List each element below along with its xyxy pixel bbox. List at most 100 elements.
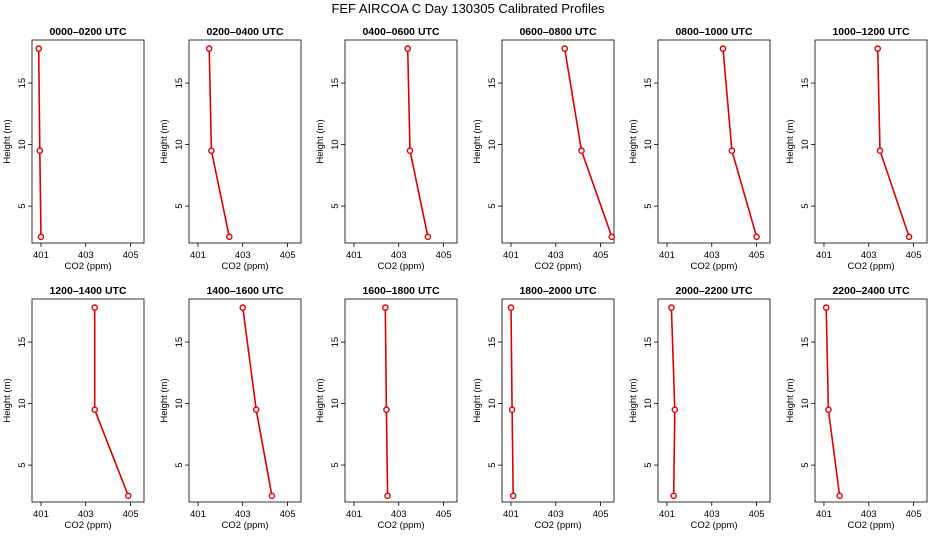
panel-7: 1400–1600 UTC 401 403 405 5 10 15 CO2 (ppm) Heig… [159, 285, 302, 531]
data-point [239, 304, 247, 311]
y-tick-label: 10 [330, 398, 341, 409]
x-tick-label: 401 [190, 250, 206, 261]
x-tick-label: 405 [749, 509, 765, 520]
data-point [728, 147, 736, 155]
y-tick-label: 15 [643, 337, 654, 348]
profile-line [510, 307, 514, 496]
panel-title: 2000–2200 UTC [675, 285, 752, 297]
data-point [561, 45, 569, 52]
y-axis-label: Height (m) [315, 378, 326, 422]
y-axis-label: Height (m) [472, 119, 483, 163]
panel-title: 0400–0600 UTC [362, 26, 439, 38]
x-axis-label: CO2 (ppm) [378, 261, 425, 272]
panel-8: 1600–1800 UTC 401 403 405 5 10 15 CO2 (ppm) Heig… [315, 285, 458, 531]
panel-title: 2200–2400 UTC [832, 285, 909, 297]
y-axis-label: Height (m) [2, 378, 13, 422]
data-point [37, 233, 45, 241]
data-point [836, 492, 843, 500]
x-axis-label: CO2 (ppm) [535, 520, 582, 531]
data-point [406, 147, 414, 155]
x-tick-label: 405 [593, 509, 609, 520]
plot-frame [814, 298, 928, 503]
data-point [670, 492, 677, 500]
panels-grid: 0000–0200 UTC 401 403 405 5 10 15 CO2 (ppm) Heig… [2, 26, 928, 531]
profile-line [722, 48, 758, 238]
x-tick-label: 401 [659, 509, 675, 520]
y-tick-label: 5 [643, 203, 654, 208]
panel-1: 0200–0400 UTC 401 403 405 5 10 15 CO2 (ppm) Heig… [159, 26, 302, 272]
y-tick-label: 15 [487, 78, 498, 89]
x-tick-label: 403 [78, 509, 94, 520]
profile-line [406, 48, 429, 237]
y-tick-label: 10 [643, 398, 654, 409]
data-point [668, 304, 675, 311]
panel-title: 1800–2000 UTC [519, 285, 596, 297]
y-tick-label: 15 [17, 78, 28, 89]
x-tick-label: 401 [33, 250, 49, 261]
data-point [268, 492, 276, 500]
x-tick-label: 405 [436, 250, 452, 261]
x-tick-label: 403 [235, 509, 251, 520]
panel-2: 0400–0600 UTC 401 403 405 5 10 15 CO2 (ppm) Heig… [315, 26, 458, 272]
y-tick-label: 5 [800, 462, 811, 467]
x-tick-label: 401 [346, 250, 362, 261]
x-tick-label: 403 [861, 250, 877, 261]
data-point [608, 233, 616, 241]
x-tick-label: 401 [190, 509, 206, 520]
y-tick-label: 15 [174, 337, 185, 348]
panel-5: 1000–1200 UTC 401 403 405 5 10 15 CO2 (ppm) Heig… [785, 26, 928, 272]
y-tick-label: 15 [17, 337, 28, 348]
panel-title: 0800–1000 UTC [675, 26, 752, 38]
y-axis-label: Height (m) [472, 378, 483, 422]
y-tick-label: 10 [487, 398, 498, 409]
y-tick-label: 5 [17, 203, 28, 208]
data-point [753, 233, 760, 241]
y-tick-label: 10 [487, 139, 498, 150]
x-tick-label: 401 [816, 509, 832, 520]
y-tick-label: 15 [487, 337, 498, 348]
y-axis-label: Height (m) [2, 119, 13, 163]
x-tick-label: 401 [503, 250, 519, 261]
y-tick-label: 10 [17, 398, 28, 409]
profile-line [208, 48, 231, 237]
y-tick-label: 5 [174, 203, 185, 208]
y-tick-label: 5 [800, 203, 811, 208]
figure-title: FEF AIRCOA C Day 130305 Calibrated Profi… [331, 1, 605, 16]
x-tick-label: 405 [906, 250, 922, 261]
x-tick-label: 403 [391, 509, 407, 520]
x-tick-label: 401 [346, 509, 362, 520]
data-point [382, 304, 389, 311]
y-axis-label: Height (m) [628, 378, 639, 422]
y-tick-label: 10 [174, 398, 185, 409]
data-point [226, 233, 233, 241]
plot-frame [344, 298, 458, 503]
data-point [507, 304, 515, 311]
y-tick-label: 15 [800, 337, 811, 348]
y-tick-label: 15 [174, 78, 185, 89]
profile-line [93, 307, 130, 497]
y-axis-label: Height (m) [159, 119, 170, 163]
x-tick-label: 405 [123, 250, 139, 261]
data-point [424, 233, 432, 241]
y-tick-label: 10 [17, 139, 28, 150]
x-axis-label: CO2 (ppm) [848, 261, 895, 272]
x-axis-label: CO2 (ppm) [65, 520, 112, 531]
panel-4: 0800–1000 UTC 401 403 405 5 10 15 CO2 (ppm) Heig… [628, 26, 771, 272]
panel-title: 1600–1800 UTC [362, 285, 439, 297]
data-point [719, 45, 727, 52]
panel-title: 1400–1600 UTC [206, 285, 283, 297]
y-tick-label: 5 [487, 203, 498, 208]
x-tick-label: 405 [280, 250, 296, 261]
x-tick-label: 403 [548, 509, 564, 520]
y-tick-label: 5 [17, 462, 28, 467]
y-tick-label: 10 [800, 139, 811, 150]
data-point [91, 406, 99, 414]
data-point [205, 45, 213, 52]
data-point [876, 147, 884, 155]
plot-frame [657, 39, 771, 244]
panel-0: 0000–0200 UTC 401 403 405 5 10 15 CO2 (ppm) Heig… [2, 26, 145, 272]
data-point [384, 492, 391, 500]
y-tick-label: 10 [800, 398, 811, 409]
y-tick-label: 5 [330, 203, 341, 208]
y-tick-label: 10 [174, 139, 185, 150]
